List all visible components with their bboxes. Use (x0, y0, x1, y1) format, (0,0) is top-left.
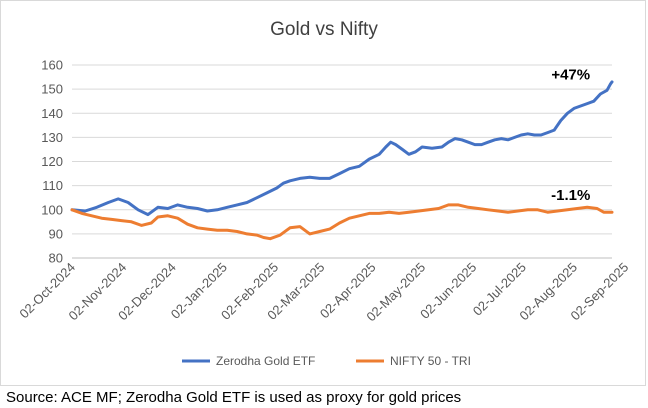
y-tick-label: 90 (49, 226, 63, 241)
y-tick-label: 140 (41, 106, 63, 121)
y-tick-label: 160 (41, 58, 63, 73)
legend-item-gold-etf-label: Zerodha Gold ETF (216, 354, 315, 368)
annotation-gold-return: +47% (551, 66, 590, 83)
annotations: +47% -1.1% (551, 66, 590, 204)
y-tick-label: 150 (41, 82, 63, 97)
y-axis-ticks: 80 90 100 110 120 130 140 150 160 (41, 58, 63, 266)
source-note: Source: ACE MF; Zerodha Gold ETF is used… (6, 389, 462, 406)
gold-vs-nifty-chart: 80 90 100 110 120 130 140 150 160 02-Oct-202402-… (16, 58, 631, 369)
gridlines (72, 64, 612, 259)
series-line-nifty50-tri (70, 203, 614, 241)
legend-item-nifty50-tri-label: NIFTY 50 - TRI (390, 354, 471, 368)
legend: Zerodha Gold ETF NIFTY 50 - TRI (182, 354, 471, 368)
y-tick-label: 100 (41, 202, 63, 217)
series-lines (70, 80, 614, 241)
chart-title: Gold vs Nifty (270, 19, 378, 40)
y-tick-label: 80 (49, 251, 63, 266)
y-tick-label: 120 (41, 154, 63, 169)
chart-frame (0, 0, 646, 386)
x-axis-ticks: 02-Oct-202402-Nov-202402-Dec-202402-Jan-… (16, 260, 631, 325)
annotation-nifty-return: -1.1% (551, 187, 590, 204)
y-tick-label: 110 (42, 178, 63, 193)
series-line-gold-etf (70, 80, 614, 217)
y-tick-label: 130 (41, 130, 63, 145)
